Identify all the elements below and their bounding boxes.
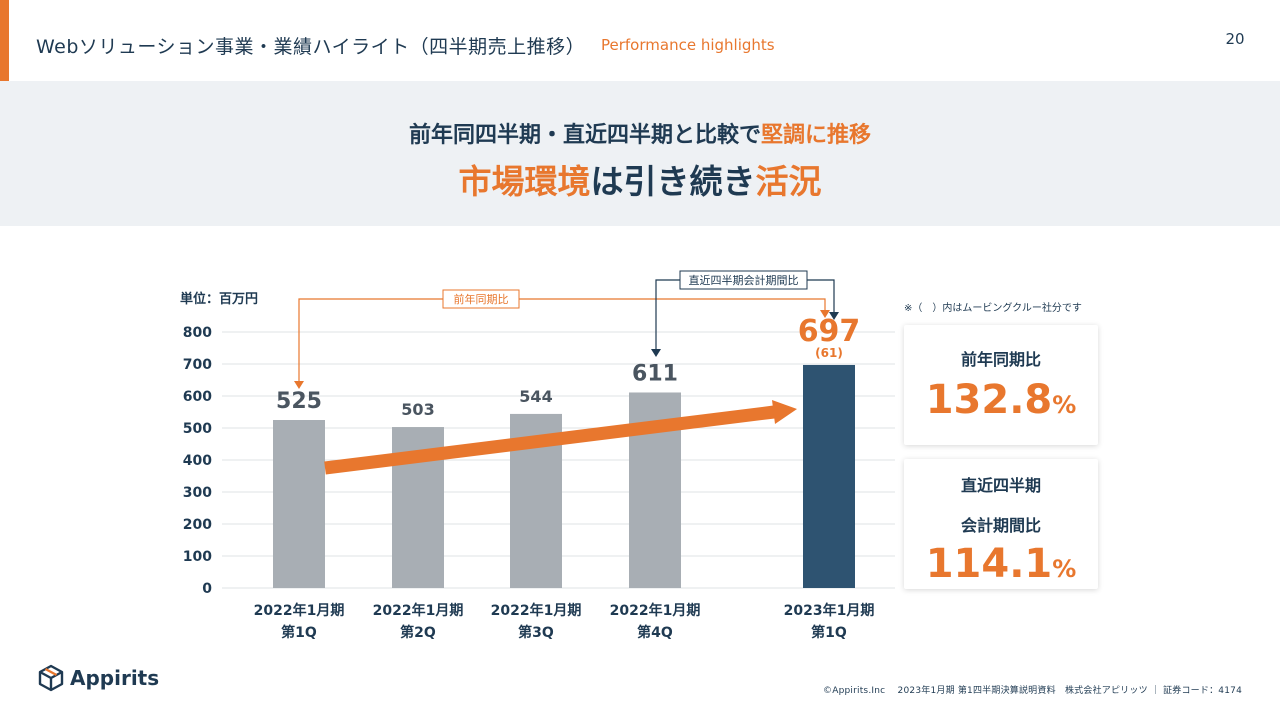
- bar: [273, 420, 325, 588]
- headline-line2: 市場環境は引き続き活況: [458, 162, 822, 201]
- y-tick-label: 800: [183, 325, 212, 341]
- y-tick-label: 200: [183, 517, 212, 533]
- logo-text: Appirits: [70, 666, 160, 690]
- yoy-bracket-label: 前年同期比: [454, 292, 509, 306]
- x-tick-label: 第4Q: [637, 624, 673, 641]
- qoq-card-label2: 会計期間比: [960, 516, 1041, 535]
- yoy-card-value: 132.8%: [925, 377, 1077, 423]
- trend-arrow-shaft: [324, 405, 775, 475]
- qoq-card-label1: 直近四半期: [960, 476, 1041, 495]
- y-tick-label: 100: [183, 549, 212, 565]
- appirits-logo: Appirits: [38, 664, 159, 692]
- y-tick-label: 500: [183, 421, 212, 437]
- data-label: 503: [401, 400, 434, 419]
- qoq-bracket-label: 直近四半期会計期間比: [689, 273, 799, 287]
- qoq-card-value: 114.1%: [925, 541, 1077, 587]
- headline-banner: [0, 81, 1280, 226]
- x-tick-label: 2022年1月期: [491, 602, 582, 619]
- qoq-bracket-arrow-left: [651, 349, 661, 357]
- headline-line1: 前年同四半期・直近四半期と比較で堅調に推移: [408, 123, 872, 148]
- qoq-bracket-label-box: [679, 270, 808, 290]
- data-label: 611: [632, 361, 678, 386]
- x-tick-label: 2022年1月期: [373, 602, 464, 619]
- moving-crew-note: ※（ ）内はムービングクルー社分です: [904, 301, 1082, 314]
- x-tick-label: 第2Q: [400, 624, 436, 641]
- yoy-bracket-arrow-left: [294, 381, 304, 389]
- qoq-bracket-arrow-right: [829, 312, 839, 320]
- trend-arrow-head: [772, 400, 797, 424]
- x-tick-label: 2022年1月期: [254, 602, 345, 619]
- x-tick-label: 第3Q: [518, 624, 554, 641]
- yoy-card-label: 前年同期比: [960, 350, 1041, 369]
- qoq-card: 直近四半期 会計期間比 114.1%: [904, 459, 1098, 589]
- data-sub-label: (61): [815, 346, 843, 360]
- yoy-card: 前年同期比 132.8%: [904, 325, 1098, 445]
- yoy-bracket-arrow-right: [820, 310, 830, 318]
- bar: [803, 364, 855, 588]
- page-number: 20: [1225, 30, 1245, 48]
- y-tick-label: 0: [202, 581, 212, 597]
- data-label: 544: [519, 387, 552, 406]
- y-tick-label: 400: [183, 453, 212, 469]
- y-tick-label: 300: [183, 485, 212, 501]
- page-title: Webソリューション事業・業績ハイライト（四半期売上推移）: [36, 36, 586, 58]
- x-tick-label: 第1Q: [811, 624, 847, 641]
- data-label: 525: [276, 389, 322, 414]
- cube-icon: [38, 664, 64, 692]
- yoy-bracket-label-box: [442, 289, 520, 309]
- x-tick-label: 第1Q: [281, 624, 317, 641]
- footer-credit: ©Appirits.Inc 2023年1月期 第1四半期決算説明資料 株式会社ア…: [823, 686, 1242, 696]
- x-tick-label: 2022年1月期: [610, 602, 701, 619]
- y-tick-label: 600: [183, 389, 212, 405]
- x-tick-label: 2023年1月期: [784, 602, 875, 619]
- yoy-bracket: [298, 298, 826, 383]
- data-label: 697: [798, 314, 861, 349]
- header-accent-bar: [0, 0, 9, 81]
- y-tick-label: 700: [183, 357, 212, 373]
- page-subtitle: Performance highlights: [601, 36, 775, 54]
- unit-label: 単位：百万円: [180, 291, 258, 307]
